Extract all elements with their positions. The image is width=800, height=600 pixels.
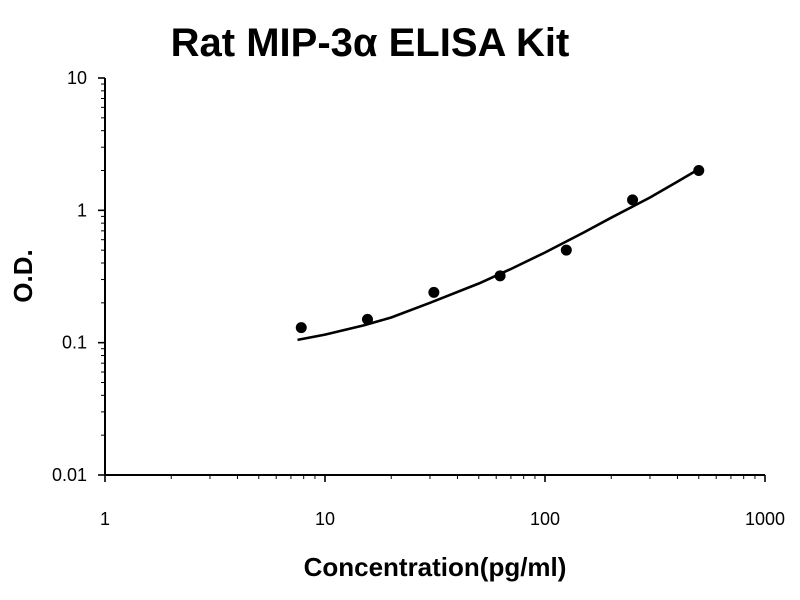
x-tick-label: 100 [530,509,560,529]
data-point [295,322,307,334]
y-tick-label: 1 [77,200,87,220]
x-tick-label: 10 [315,509,335,529]
y-tick-label: 0.01 [52,465,87,485]
data-points [295,164,705,334]
data-point [428,286,440,298]
data-point [361,313,373,325]
y-tick-label: 0.1 [62,333,87,353]
fitted-standard-curve [297,167,700,342]
data-point [560,244,572,256]
y-tick-label: 10 [67,68,87,88]
minor-ticks [101,83,756,479]
data-point [693,164,705,176]
x-tick-label: 1000 [745,509,785,529]
data-point [494,270,506,282]
x-axis-label: Concentration(pg/ml) [304,552,567,582]
x-ticks: 1 10 100 1000 [100,475,785,529]
y-axis-label: O.D. [8,249,38,302]
data-point [627,194,639,206]
x-tick-label: 1 [100,509,110,529]
axes [104,78,765,476]
y-ticks: 0.01 0.1 1 10 [52,68,105,485]
chart-title: Rat MIP-3α ELISA Kit [171,21,570,65]
